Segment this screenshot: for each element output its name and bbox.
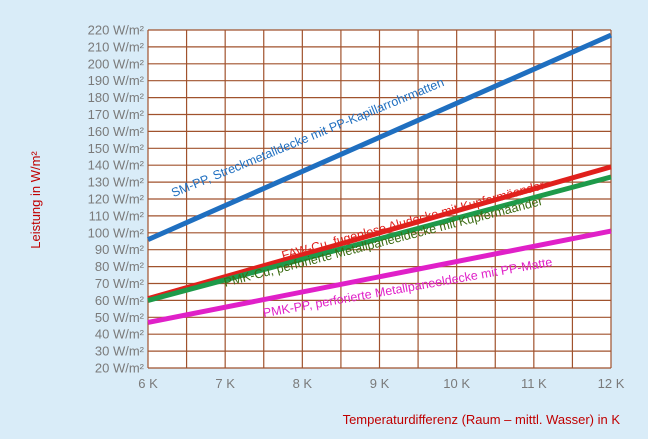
x-tick-label: 12 K xyxy=(598,376,625,391)
y-tick-label: 200 W/m² xyxy=(88,56,145,71)
series-layer xyxy=(146,32,613,325)
y-tick-label: 80 W/m² xyxy=(95,259,145,274)
y-tick-label: 120 W/m² xyxy=(88,192,145,207)
y-tick-label: 180 W/m² xyxy=(88,90,145,105)
x-tick-labels: 6 K 7 K 8 K 9 K 10 K 11 K 12 K xyxy=(138,376,624,391)
y-tick-label: 40 W/m² xyxy=(95,327,145,342)
y-tick-label: 210 W/m² xyxy=(88,39,145,54)
y-tick-label: 140 W/m² xyxy=(88,158,145,173)
y-tick-label: 160 W/m² xyxy=(88,124,145,139)
series-line-1 xyxy=(146,32,613,242)
y-tick-label: 70 W/m² xyxy=(95,276,145,291)
series-line-4 xyxy=(147,228,612,325)
y-tick-label: 170 W/m² xyxy=(88,107,145,122)
y-tick-label: 150 W/m² xyxy=(88,141,145,156)
series-line-3 xyxy=(147,174,612,303)
y-tick-label: 190 W/m² xyxy=(88,73,145,88)
series-line-2 xyxy=(147,164,612,302)
y-tick-label: 60 W/m² xyxy=(95,293,145,308)
x-tick-label: 11 K xyxy=(521,376,547,391)
x-tick-label: 10 K xyxy=(443,376,470,391)
x-tick-label: 9 K xyxy=(370,376,390,391)
x-tick-label: 8 K xyxy=(293,376,313,391)
y-tick-label: 90 W/m² xyxy=(95,242,145,257)
y-tick-labels: 20 W/m² 30 W/m² 40 W/m² 50 W/m² 60 W/m² 70 W/… xyxy=(88,23,145,376)
y-tick-label: 110 W/m² xyxy=(89,208,145,223)
y-tick-label: 220 W/m² xyxy=(88,23,145,38)
y-axis-label: Leistung in W/m² xyxy=(28,151,43,249)
x-axis-label: Temperaturdifferenz (Raum – mittl. Wasse… xyxy=(343,412,621,427)
x-tick-label: 7 K xyxy=(215,376,235,391)
y-tick-label: 30 W/m² xyxy=(95,344,145,359)
y-tick-label: 20 W/m² xyxy=(95,361,145,376)
y-tick-label: 130 W/m² xyxy=(88,175,145,190)
y-tick-label: 50 W/m² xyxy=(95,310,145,325)
y-tick-label: 100 W/m² xyxy=(88,225,145,240)
x-tick-label: 6 K xyxy=(138,376,158,391)
